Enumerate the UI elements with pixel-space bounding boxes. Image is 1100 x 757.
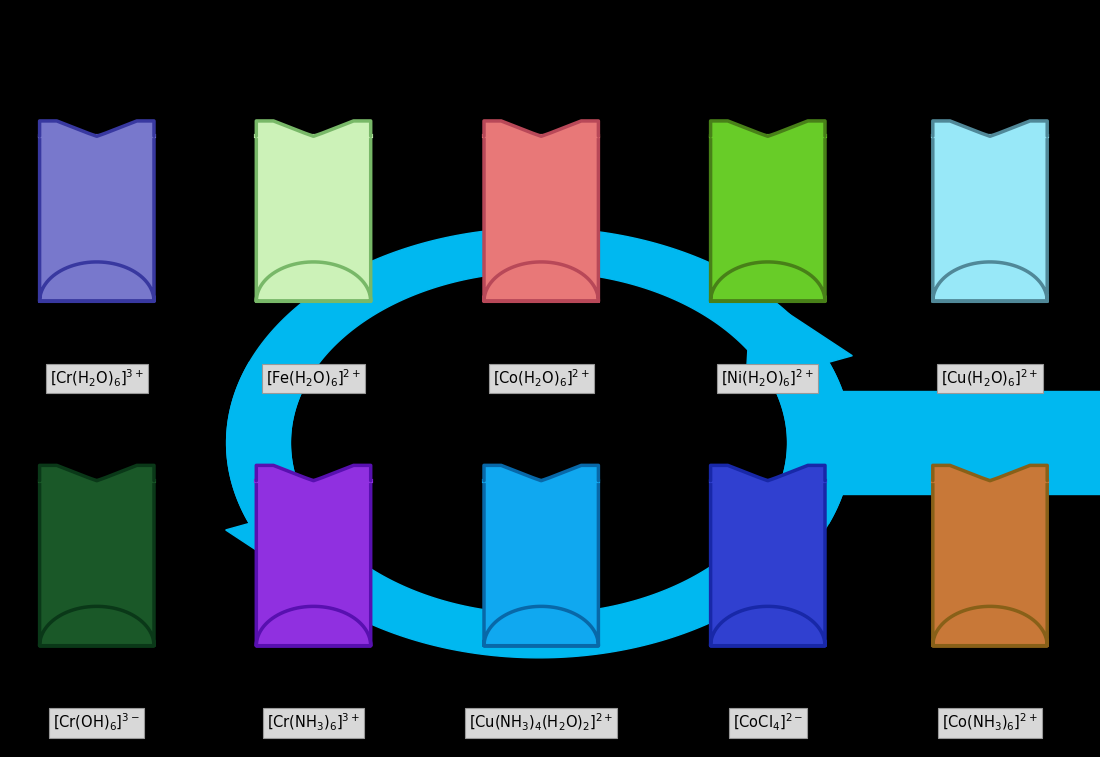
Polygon shape: [40, 136, 154, 301]
Polygon shape: [484, 121, 598, 136]
Text: [Ni(H$_2$O)$_6$]$^{2+}$: [Ni(H$_2$O)$_6$]$^{2+}$: [722, 368, 814, 389]
Polygon shape: [40, 481, 154, 646]
Polygon shape: [256, 466, 371, 481]
Bar: [803, 391, 1100, 494]
Polygon shape: [40, 466, 154, 481]
Polygon shape: [933, 481, 1047, 646]
Polygon shape: [484, 466, 598, 481]
Text: [Cu(H$_2$O)$_6$]$^{2+}$: [Cu(H$_2$O)$_6$]$^{2+}$: [942, 368, 1038, 389]
Polygon shape: [933, 121, 1047, 136]
Text: [Fe(H$_2$O)$_6$]$^{2+}$: [Fe(H$_2$O)$_6$]$^{2+}$: [266, 368, 361, 389]
Polygon shape: [746, 289, 852, 385]
Polygon shape: [933, 136, 1047, 301]
Polygon shape: [40, 121, 154, 136]
Text: [Cr(OH)$_6$]$^{3-}$: [Cr(OH)$_6$]$^{3-}$: [54, 712, 140, 734]
Polygon shape: [256, 136, 371, 301]
Polygon shape: [227, 228, 851, 523]
Polygon shape: [711, 466, 825, 481]
Polygon shape: [484, 136, 598, 301]
Polygon shape: [256, 481, 371, 646]
Text: [Cu(NH$_3$)$_4$(H$_2$O)$_2$]$^{2+}$: [Cu(NH$_3$)$_4$(H$_2$O)$_2$]$^{2+}$: [469, 712, 614, 734]
Polygon shape: [933, 466, 1047, 481]
Text: [Cr(H$_2$O)$_6$]$^{3+}$: [Cr(H$_2$O)$_6$]$^{3+}$: [50, 368, 144, 389]
Polygon shape: [711, 136, 825, 301]
Text: [Co(NH$_3$)$_6$]$^{2+}$: [Co(NH$_3$)$_6$]$^{2+}$: [942, 712, 1038, 734]
Polygon shape: [226, 500, 332, 597]
Polygon shape: [256, 121, 371, 136]
Text: [Co(H$_2$O)$_6$]$^{2+}$: [Co(H$_2$O)$_6$]$^{2+}$: [493, 368, 590, 389]
Text: [CoCl$_4$]$^{2-}$: [CoCl$_4$]$^{2-}$: [733, 712, 803, 734]
Polygon shape: [711, 121, 825, 136]
Polygon shape: [484, 481, 598, 646]
Text: [Cr(NH$_3$)$_6$]$^{3+}$: [Cr(NH$_3$)$_6$]$^{3+}$: [267, 712, 360, 734]
Polygon shape: [227, 363, 851, 658]
Polygon shape: [711, 481, 825, 646]
